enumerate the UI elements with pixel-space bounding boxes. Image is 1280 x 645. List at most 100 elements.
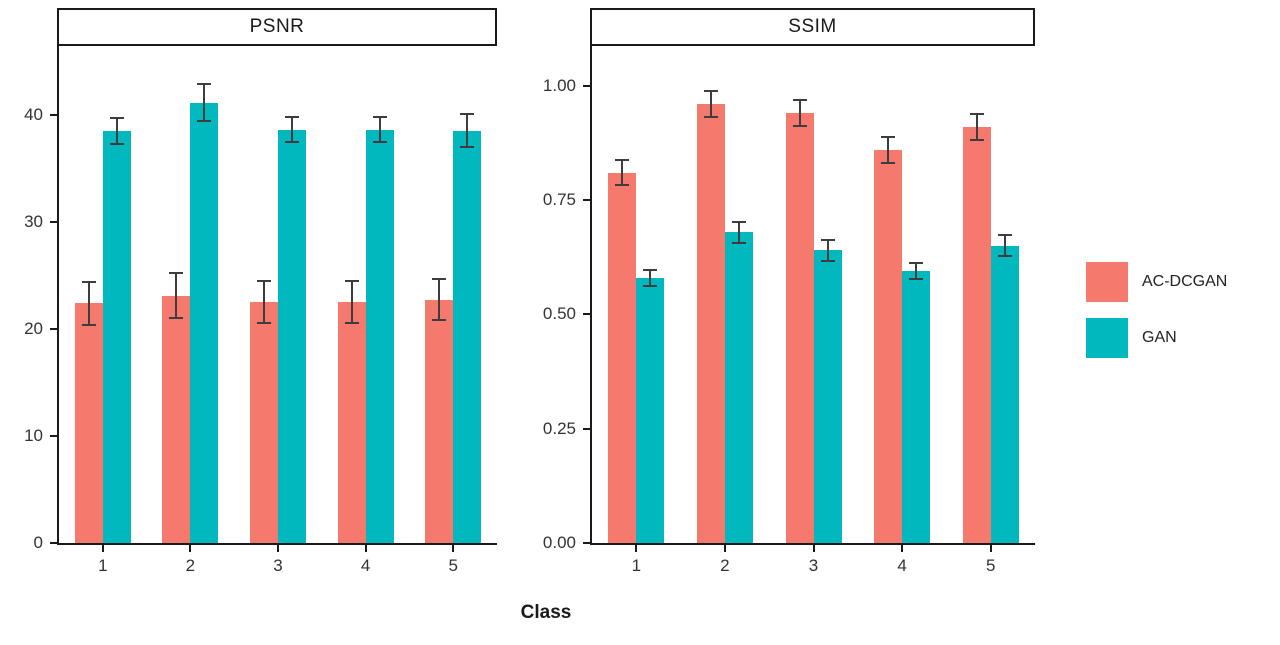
legend-item-ac-dcgan: AC-DCGAN: [1086, 262, 1227, 302]
error-bar-cap-top: [643, 268, 658, 271]
legend-swatch-ac-dcgan: [1086, 262, 1128, 302]
bar-psnr-ac-dcgan-class-5: [425, 299, 454, 543]
y-tick-mark: [583, 427, 590, 430]
error-bar-cap-top: [820, 238, 835, 241]
x-tick-label: 4: [897, 556, 907, 575]
error-bar-cap-top: [909, 261, 924, 264]
error-bar-cap-bottom: [997, 255, 1012, 258]
error-bar-line: [263, 279, 265, 325]
error-bar-cap-top: [344, 279, 359, 282]
y-tick-label: 0.25: [542, 418, 576, 438]
error-bar-line: [438, 278, 441, 322]
error-bar-line: [466, 113, 469, 148]
error-bar-cap-bottom: [703, 115, 718, 118]
error-bar-line: [887, 136, 890, 164]
error-bar-cap-top: [285, 115, 299, 118]
bar-ssim-gan-class-5: [990, 245, 1019, 543]
bar-ssim-ac-dcgan-class-3: [785, 113, 814, 543]
error-bar-cap-bottom: [615, 184, 630, 187]
error-bar-line: [649, 268, 652, 287]
error-bar-line: [1003, 234, 1006, 258]
x-tick-mark: [189, 545, 192, 552]
x-tick-mark: [723, 545, 726, 552]
y-tick-mark: [50, 220, 57, 223]
x-tick-label: 1: [631, 556, 642, 575]
x-tick-mark: [452, 545, 455, 552]
error-bar-line: [621, 158, 624, 187]
error-bar-cap-top: [372, 115, 387, 118]
y-tick-label: 0.00: [542, 533, 576, 552]
error-bar-cap-bottom: [792, 124, 807, 127]
panel-ssim-title: SSIM: [590, 8, 1035, 46]
bar-psnr-ac-dcgan-class-2: [162, 295, 191, 543]
y-tick-mark: [50, 113, 57, 116]
error-bar-cap-top: [731, 220, 746, 223]
legend: AC-DCGAN GAN: [1086, 262, 1227, 374]
error-bar-cap-bottom: [909, 278, 924, 281]
error-bar-line: [350, 279, 353, 325]
x-tick-label: 4: [360, 556, 371, 575]
error-bar-cap-top: [997, 234, 1012, 237]
y-tick-mark: [583, 313, 590, 316]
error-bar-line: [826, 238, 829, 262]
panel-psnr-plot: 0 10 20 30 40 1 2 3 4 5: [24, 46, 497, 575]
error-bar-line: [291, 115, 293, 144]
bar-ssim-ac-dcgan-class-1: [608, 172, 637, 543]
bar-psnr-gan-class-1: [102, 130, 131, 543]
x-tick-mark: [364, 545, 367, 552]
panel-psnr-title: PSNR: [57, 8, 497, 46]
x-tick-mark: [277, 545, 279, 552]
error-bar-line: [175, 272, 178, 320]
bar-ssim-ac-dcgan-class-2: [696, 104, 725, 543]
error-bar-line: [378, 115, 381, 144]
error-bar-line: [203, 83, 206, 123]
error-bar-line: [115, 116, 118, 145]
error-bar-cap-top: [792, 99, 807, 102]
error-bar-cap-bottom: [285, 141, 299, 144]
x-tick-mark: [812, 545, 815, 552]
error-bar-cap-bottom: [257, 322, 271, 325]
panel-ssim: SSIM 0.00 0.25 0.50 0.75 1.00 1 2 3 4 5: [543, 8, 1035, 575]
x-tick-mark: [635, 545, 638, 552]
x-tick-label: 2: [185, 556, 196, 575]
error-bar-cap-top: [703, 90, 718, 93]
bar-psnr-gan-class-4: [365, 129, 394, 543]
error-bar-cap-bottom: [169, 317, 184, 320]
x-tick-mark: [989, 545, 992, 552]
x-tick-label: 2: [720, 556, 730, 575]
y-tick-label: 0.75: [542, 190, 576, 210]
legend-item-gan: GAN: [1086, 318, 1227, 358]
y-tick-label: 40: [24, 104, 43, 124]
y-tick-mark: [583, 199, 590, 202]
bar-psnr-gan-class-5: [453, 130, 482, 543]
error-bar-cap-top: [109, 116, 124, 119]
error-bar-cap-bottom: [344, 322, 359, 325]
y-tick-mark: [583, 84, 590, 87]
x-tick-label: 3: [273, 556, 283, 575]
x-axis-title: Class: [520, 602, 572, 623]
error-bar-cap-bottom: [460, 145, 475, 148]
error-bar-cap-bottom: [197, 120, 212, 123]
bar-ssim-ac-dcgan-class-4: [874, 149, 903, 543]
bar-psnr-ac-dcgan-class-1: [74, 303, 103, 543]
x-tick-mark: [901, 545, 904, 552]
error-bar-cap-top: [81, 280, 96, 283]
bar-ssim-gan-class-1: [636, 277, 665, 543]
y-tick-mark: [50, 434, 57, 437]
panel-psnr: PSNR 0 10 20 30 40 1 2 3 4 5: [24, 8, 497, 575]
error-bar-cap-top: [881, 136, 896, 139]
legend-label-ac-dcgan: AC-DCGAN: [1142, 273, 1228, 290]
x-tick-label: 5: [985, 556, 996, 575]
error-bar-cap-top: [169, 272, 184, 274]
error-bar-line: [709, 90, 712, 118]
error-bar-cap-top: [257, 279, 271, 282]
error-bar-line: [737, 220, 740, 244]
x-tick-label: 1: [98, 556, 108, 575]
error-bar-line: [915, 261, 918, 281]
bar-ssim-gan-class-4: [902, 270, 931, 543]
y-tick-label: 1.00: [542, 75, 576, 95]
y-tick-label: 0: [33, 533, 43, 552]
error-bar-cap-bottom: [643, 284, 658, 287]
y-tick-mark: [583, 542, 590, 544]
error-bar-cap-bottom: [820, 259, 835, 262]
